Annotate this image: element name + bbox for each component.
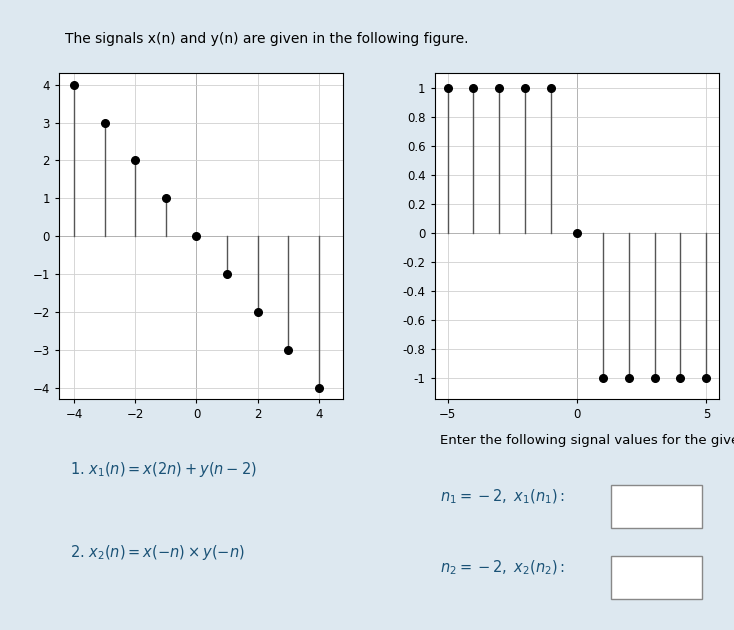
FancyBboxPatch shape	[611, 556, 702, 599]
Text: 1. $x_1(n) = x(2n) + y(n-2)$: 1. $x_1(n) = x(2n) + y(n-2)$	[70, 460, 257, 479]
Text: 2. $x_2(n) = x(-n) \times y(-n)$: 2. $x_2(n) = x(-n) \times y(-n)$	[70, 542, 244, 561]
Text: Enter the following signal values for the given index: Enter the following signal values for th…	[440, 434, 734, 447]
Text: The signals x(n) and y(n) are given in the following figure.: The signals x(n) and y(n) are given in t…	[65, 32, 469, 45]
Text: $n_2 = -2,\ x_2(n_2):$: $n_2 = -2,\ x_2(n_2):$	[440, 559, 565, 577]
Text: $n_1 = -2,\ x_1(n_1):$: $n_1 = -2,\ x_1(n_1):$	[440, 488, 565, 506]
FancyBboxPatch shape	[611, 485, 702, 529]
